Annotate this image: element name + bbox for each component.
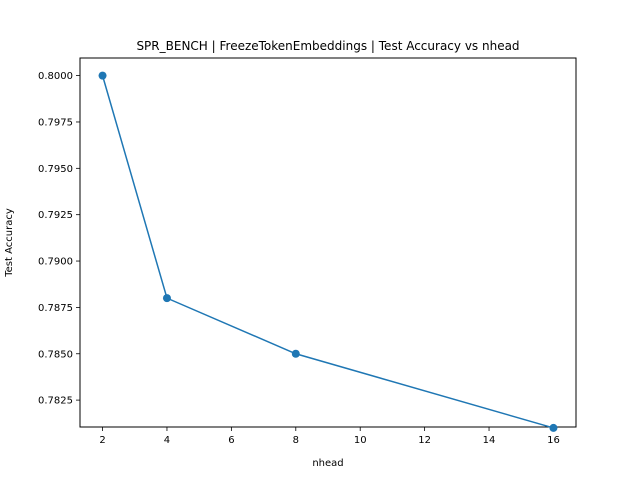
y-tick-label: 0.7900 [38, 257, 73, 268]
x-tick-label: 2 [99, 435, 105, 446]
plot-area-frame [79, 57, 577, 428]
y-tick-label: 0.8000 [38, 71, 73, 82]
x-tick-label: 10 [354, 435, 367, 446]
y-axis-label: Test Accuracy [4, 208, 15, 278]
data-point [162, 294, 171, 303]
y-tick-label: 0.7950 [38, 164, 73, 175]
y-tick-label: 0.7925 [38, 210, 73, 221]
x-tick-label: 4 [164, 435, 170, 446]
y-tick-label: 0.7975 [38, 117, 73, 128]
y-tick-label: 0.7875 [38, 303, 73, 314]
x-tick-label: 16 [547, 435, 560, 446]
x-tick-label: 12 [418, 435, 431, 446]
x-tick-label: 6 [228, 435, 234, 446]
data-point [549, 423, 558, 432]
data-point [98, 71, 107, 80]
data-point [291, 349, 300, 358]
series-line [101, 75, 554, 429]
y-tick-label: 0.7825 [38, 396, 73, 407]
y-axis-ticks: 0.7825 0.7850 0.7875 0.7900 0.7925 0.7950 0.79… [38, 71, 80, 407]
y-tick-label: 0.7850 [38, 349, 73, 360]
series-layer [98, 71, 558, 432]
x-tick-label: 14 [483, 435, 496, 446]
x-axis-label: nhead [312, 458, 343, 469]
chart-title: SPR_BENCH | FreezeTokenEmbeddings | Test… [136, 39, 519, 53]
x-tick-label: 8 [293, 435, 299, 446]
